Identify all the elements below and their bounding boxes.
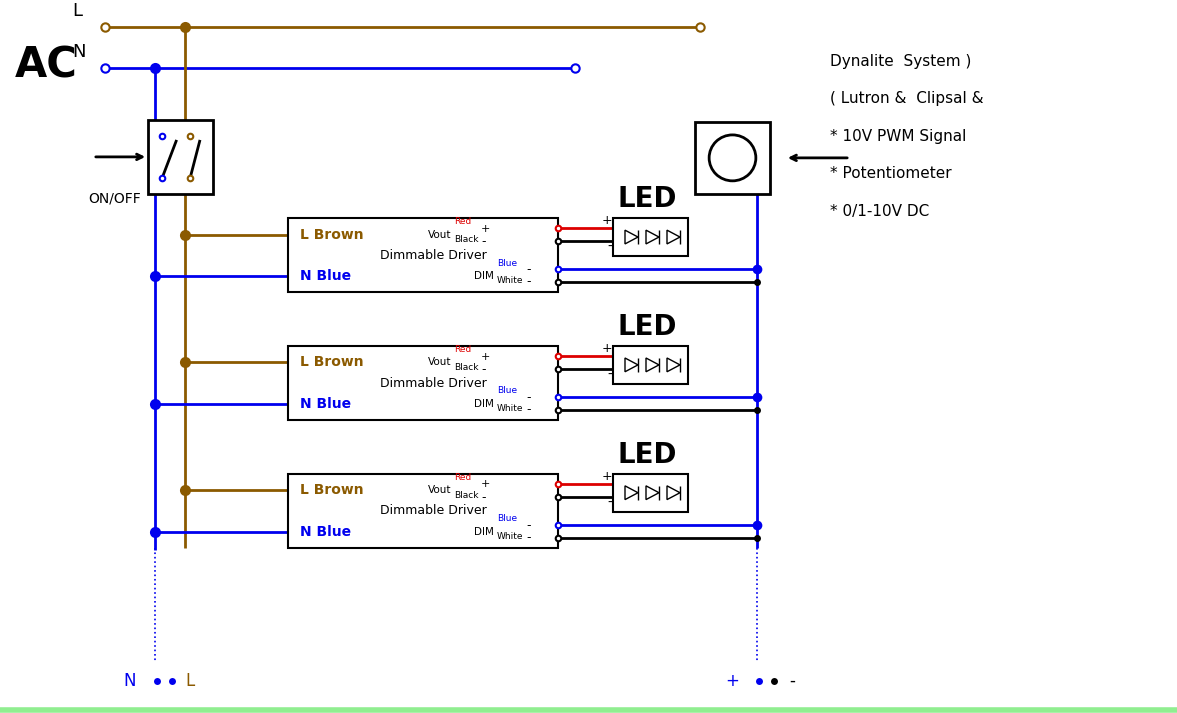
Bar — [613, 218, 689, 256]
Bar — [288, 474, 558, 548]
Text: Blue: Blue — [497, 259, 517, 267]
Bar — [694, 122, 770, 194]
Text: -: - — [526, 531, 531, 544]
Text: Dynalite  System ): Dynalite System ) — [830, 54, 971, 69]
Text: Dimmable Driver: Dimmable Driver — [380, 504, 486, 518]
Bar — [613, 346, 689, 384]
Text: * 0/1-10V DC: * 0/1-10V DC — [830, 204, 930, 219]
Text: N: N — [72, 43, 86, 61]
Text: -: - — [607, 368, 612, 382]
Text: -: - — [526, 264, 531, 277]
Text: L Brown: L Brown — [300, 227, 364, 242]
Text: -: - — [607, 240, 612, 254]
Text: +: + — [601, 214, 612, 227]
Text: +: + — [601, 342, 612, 355]
Bar — [613, 473, 689, 512]
Text: N Blue: N Blue — [300, 525, 351, 538]
Bar — [288, 218, 558, 292]
Text: LED: LED — [618, 441, 677, 469]
Text: Dimmable Driver: Dimmable Driver — [380, 376, 486, 389]
Text: +: + — [725, 672, 739, 689]
Text: -: - — [481, 363, 485, 376]
Text: +: + — [481, 479, 491, 489]
Text: Red: Red — [454, 217, 471, 226]
Text: L: L — [72, 1, 82, 20]
Circle shape — [709, 135, 756, 181]
Text: White: White — [497, 404, 524, 414]
Bar — [148, 120, 213, 194]
Text: N Blue: N Blue — [300, 396, 351, 411]
Text: DIM: DIM — [474, 527, 494, 537]
Text: Black: Black — [454, 491, 479, 500]
Text: -: - — [526, 391, 531, 404]
Text: Blue: Blue — [497, 386, 517, 396]
Text: -: - — [481, 235, 485, 248]
Text: -: - — [481, 491, 485, 503]
Text: Red: Red — [454, 345, 471, 354]
Text: -: - — [526, 403, 531, 416]
Text: ( Lutron &  Clipsal &: ( Lutron & Clipsal & — [830, 91, 984, 106]
Text: N Blue: N Blue — [300, 269, 351, 283]
Text: -: - — [789, 672, 794, 689]
Text: Black: Black — [454, 363, 479, 372]
Text: * Potentiometer: * Potentiometer — [830, 166, 952, 181]
Text: White: White — [497, 277, 524, 285]
Text: AC: AC — [15, 45, 78, 87]
Text: -: - — [607, 496, 612, 510]
Text: White: White — [497, 532, 524, 541]
Text: Vout: Vout — [427, 486, 451, 496]
Text: Dimmable Driver: Dimmable Driver — [380, 249, 486, 262]
Text: L: L — [185, 672, 194, 689]
Text: N: N — [124, 672, 137, 689]
Text: LED: LED — [618, 313, 677, 342]
Text: ON/OFF: ON/OFF — [88, 191, 141, 205]
Text: Vout: Vout — [427, 357, 451, 367]
Text: L Brown: L Brown — [300, 483, 364, 497]
Text: * 10V PWM Signal: * 10V PWM Signal — [830, 129, 966, 144]
Text: +: + — [481, 224, 491, 234]
Text: +: + — [481, 352, 491, 361]
Text: L Brown: L Brown — [300, 355, 364, 369]
Text: -: - — [526, 519, 531, 532]
Bar — [288, 347, 558, 420]
Text: +: + — [601, 470, 612, 483]
Text: Vout: Vout — [427, 230, 451, 240]
Text: DIM: DIM — [474, 271, 494, 281]
Text: Red: Red — [454, 473, 471, 482]
Text: DIM: DIM — [474, 399, 494, 409]
Text: LED: LED — [618, 185, 677, 213]
Text: Black: Black — [454, 235, 479, 244]
Text: -: - — [526, 275, 531, 288]
Text: Blue: Blue — [497, 514, 517, 523]
